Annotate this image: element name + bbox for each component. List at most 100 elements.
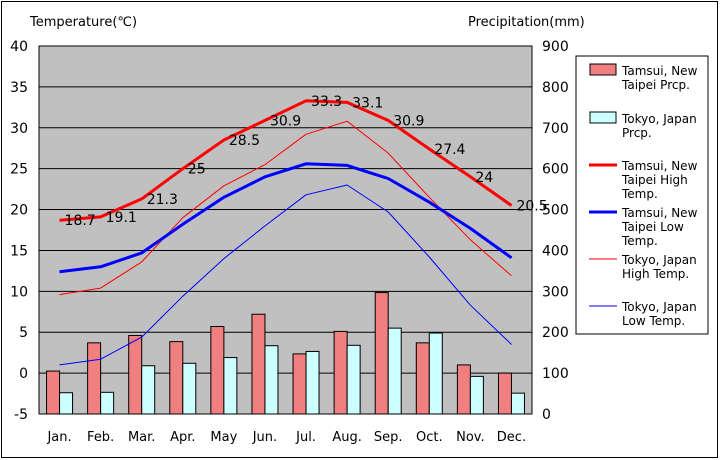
bar-tokyo-prcp — [182, 362, 197, 415]
right-tick-label: 800 — [542, 80, 569, 96]
left-tick-label: 40 — [10, 39, 28, 55]
legend-swatch — [589, 63, 617, 76]
bar-tamsui-prcp — [46, 370, 61, 415]
data-label: 24 — [475, 170, 493, 186]
left-tick-label: 15 — [10, 243, 28, 259]
bar-tokyo-prcp — [387, 327, 402, 415]
data-label: 30.9 — [270, 113, 301, 129]
bar-tamsui-prcp — [210, 325, 225, 415]
temperature-lines — [59, 99, 513, 366]
bar-tokyo-prcp — [428, 332, 443, 415]
bar-tamsui-prcp — [415, 342, 430, 415]
plot-area — [39, 46, 532, 414]
line-tamsui-low — [59, 162, 513, 274]
bar-tokyo-prcp — [59, 392, 74, 415]
data-label: 21.3 — [147, 192, 178, 208]
x-tick-label: Nov. — [456, 430, 485, 445]
legend-label: Prcp. — [622, 126, 652, 140]
data-label: 20.5 — [516, 198, 547, 214]
data-label: 18.7 — [65, 213, 96, 229]
right-axis-ticks: 0 100 200 300 400 500 600 700 800 900 — [542, 39, 569, 423]
left-tick-label: 0 — [19, 366, 28, 382]
legend-label: Tokyo, Japan — [621, 253, 697, 267]
bar-tokyo-prcp — [100, 391, 115, 415]
x-tick-label: Aug. — [332, 430, 362, 445]
gridlines — [39, 86, 532, 374]
x-tick-label: Jan. — [46, 430, 71, 445]
legend-label: Low Temp. — [622, 314, 685, 328]
legend-label: Temp. — [621, 234, 658, 248]
right-tick-label: 900 — [542, 39, 569, 55]
precipitation-bars — [46, 292, 525, 415]
x-tick-label: Jul. — [295, 430, 316, 445]
x-tick-label: Oct. — [416, 430, 443, 445]
bar-tokyo-prcp — [264, 345, 279, 415]
x-tick-label: Apr. — [170, 430, 195, 445]
legend-label: Temp. — [621, 187, 658, 201]
bar-tamsui-prcp — [251, 313, 266, 415]
left-tick-label: 20 — [10, 203, 28, 219]
bar-tamsui-prcp — [292, 353, 307, 415]
x-tick-label: Dec. — [497, 430, 526, 445]
bar-tokyo-prcp — [305, 350, 320, 415]
bar-tamsui-prcp — [456, 364, 471, 415]
legend-label: Taipei High — [621, 173, 688, 187]
data-labels: 18.7 19.1 21.3 25 28.5 30.9 33.3 33.1 30.9 27.4 24… — [65, 94, 548, 229]
right-tick-label: 600 — [542, 162, 569, 178]
right-axis-label: Precipitation(mm) — [468, 15, 585, 30]
legend-label: Tamsui, New — [621, 159, 698, 173]
x-tick-label: Sep. — [374, 430, 403, 445]
legend-label: Tokyo, Japan — [621, 112, 697, 126]
data-label: 25 — [188, 162, 206, 178]
data-label: 28.5 — [229, 133, 260, 149]
legend-label: Taipei Prcp. — [621, 78, 690, 92]
x-tick-label: May — [210, 430, 237, 445]
left-tick-label: 35 — [10, 80, 28, 96]
left-tick-label: 25 — [10, 162, 28, 178]
right-tick-label: 200 — [542, 325, 569, 341]
legend-label: High Temp. — [622, 267, 689, 281]
left-axis-label: Temperature(℃) — [29, 15, 137, 30]
legend-box — [575, 55, 709, 335]
left-axis-ticks: -5 0 5 10 15 20 25 30 35 40 — [10, 39, 28, 423]
line-tokyo-high — [59, 120, 512, 296]
left-tick-label: 10 — [10, 284, 28, 300]
bar-tamsui-prcp — [497, 372, 512, 415]
x-tick-label: Jun. — [252, 430, 277, 445]
left-tick-label: -5 — [14, 407, 28, 423]
right-tick-label: 500 — [542, 203, 569, 219]
data-label: 27.4 — [434, 142, 465, 158]
bar-tamsui-prcp — [87, 342, 102, 415]
right-tick-label: 400 — [542, 243, 569, 259]
plot-frame — [38, 45, 533, 415]
legend-label: Tamsui, New — [621, 64, 698, 78]
legend-label: Taipei Low — [621, 220, 684, 234]
bar-tokyo-prcp — [223, 357, 238, 415]
bar-tamsui-prcp — [374, 292, 389, 415]
right-tick-label: 700 — [542, 121, 569, 137]
data-label: 19.1 — [106, 210, 137, 226]
legend-label: Tamsui, New — [621, 206, 698, 220]
bar-tokyo-prcp — [510, 392, 525, 415]
left-tick-label: 5 — [19, 325, 28, 341]
bar-tamsui-prcp — [333, 330, 348, 415]
right-tick-label: 100 — [542, 366, 569, 382]
data-label: 33.1 — [352, 95, 383, 111]
bar-tamsui-prcp — [128, 334, 143, 415]
legend-swatch — [589, 111, 617, 124]
bar-tokyo-prcp — [469, 375, 484, 415]
bar-tokyo-prcp — [346, 344, 361, 415]
bar-tamsui-prcp — [169, 341, 184, 415]
line-tokyo-low — [59, 184, 512, 366]
right-tick-label: 300 — [542, 284, 569, 300]
x-axis-ticks: Jan. Feb. Mar. Apr. May Jun. Jul. Aug. Sep. Oct. N… — [46, 430, 526, 445]
